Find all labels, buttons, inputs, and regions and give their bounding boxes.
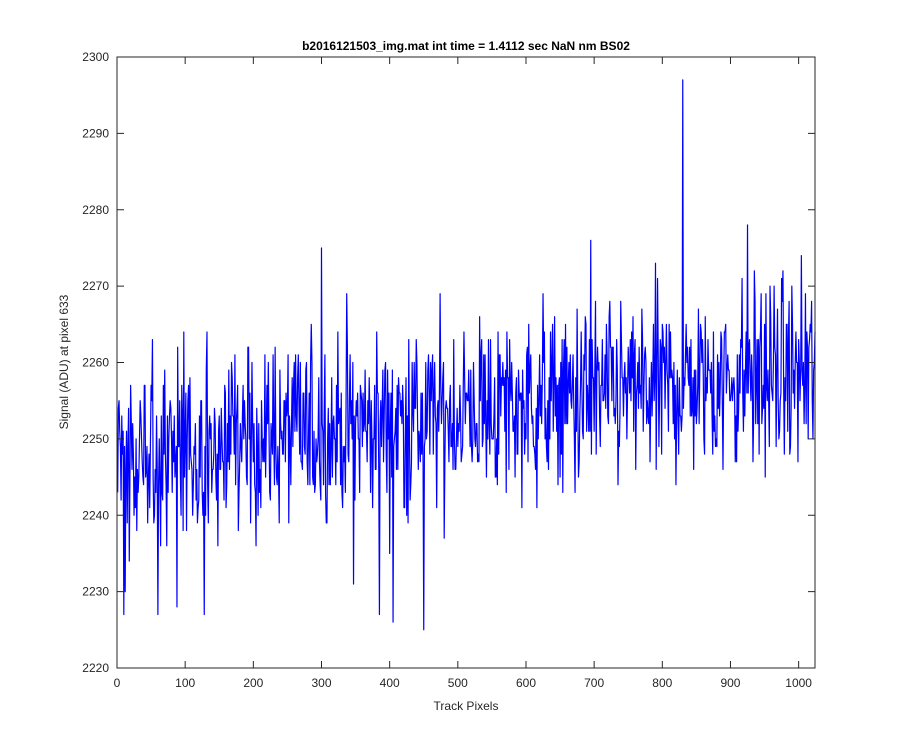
y-tick-label: 2230 [82, 585, 109, 599]
x-tick-label: 100 [175, 676, 195, 690]
y-axis-ticks: 2220 2230 2240 2250 2260 2270 2280 2290 2300 [82, 50, 815, 675]
plot-background [117, 57, 815, 668]
y-tick-label: 2240 [82, 508, 109, 522]
x-tick-label: 500 [448, 676, 468, 690]
x-tick-label: 300 [311, 676, 331, 690]
x-tick-label: 600 [516, 676, 536, 690]
y-tick-label: 2250 [82, 432, 109, 446]
x-tick-label: 400 [380, 676, 400, 690]
y-tick-label: 2280 [82, 203, 109, 217]
x-tick-label: 0 [114, 676, 121, 690]
y-tick-label: 2220 [82, 661, 109, 675]
x-tick-label: 800 [652, 676, 672, 690]
x-axis-title: Track Pixels [434, 699, 499, 713]
y-tick-label: 2300 [82, 50, 109, 64]
x-tick-label: 700 [584, 676, 604, 690]
chart-title: b2016121503_img.mat int time = 1.4112 se… [302, 39, 630, 53]
y-tick-label: 2270 [82, 279, 109, 293]
y-tick-label: 2290 [82, 126, 109, 140]
data-layer [117, 79, 816, 631]
signal-series-line [117, 79, 816, 631]
x-tick-label: 900 [720, 676, 740, 690]
y-axis-title: Signal (ADU) at pixel 633 [57, 294, 71, 429]
y-tick-label: 2260 [82, 356, 109, 370]
x-axis-ticks: 0 100 200 300 400 500 600 700 800 900 1000 [114, 57, 812, 690]
x-tick-label: 1000 [785, 676, 812, 690]
x-tick-label: 200 [243, 676, 263, 690]
